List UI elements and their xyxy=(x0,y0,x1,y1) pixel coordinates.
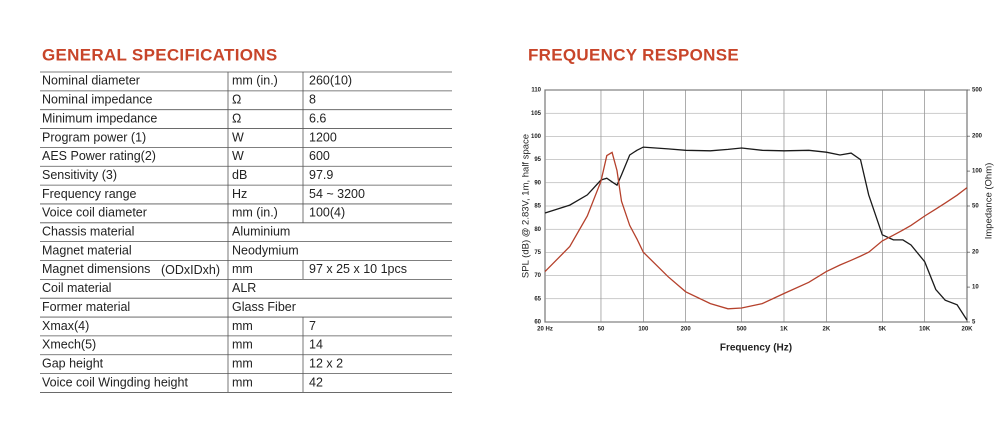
x-tick-label: 500 xyxy=(737,327,748,333)
table-cell: Voice coil diameter xyxy=(42,206,147,220)
x-tick-label: 2K xyxy=(822,327,830,333)
table-cell: 97 x 25 x 10 1pcs xyxy=(309,262,407,276)
table-cell: Nominal impedance xyxy=(42,93,153,107)
table-cell: Glass Fiber xyxy=(232,300,296,314)
table-cell: Magnet material xyxy=(42,243,132,257)
table-cell: Sensitivity (3) xyxy=(42,168,117,182)
y-tick-label: 85 xyxy=(534,204,541,210)
plot: 20 Hz 50 100 200 500 1K 2K 5K 10K 20K 60 65 70 75 80 85… xyxy=(531,88,983,333)
table-cell: W xyxy=(232,130,244,144)
line xyxy=(544,146,968,321)
x-tick-label: 1K xyxy=(780,327,788,333)
y-tick-label: 75 xyxy=(534,250,541,256)
table-cell: Xmax(4) xyxy=(42,319,89,333)
y2-tick-label: 500 xyxy=(972,88,983,94)
table-cell: Aluminium xyxy=(232,225,290,239)
chart-title: FREQUENCY RESPONSE xyxy=(528,45,739,64)
x-tick-label: 100 xyxy=(638,327,649,333)
table-cell: mm xyxy=(232,319,253,333)
table-cell: Chassis material xyxy=(42,225,134,239)
specs-title: GENERAL SPECIFICATIONS xyxy=(42,45,278,64)
table-cell: W xyxy=(232,149,244,163)
table-cell: mm xyxy=(232,338,253,352)
table-cell: 100(4) xyxy=(309,206,345,220)
table-cell: Ω xyxy=(232,111,241,125)
y-tick-label: 65 xyxy=(534,296,541,302)
y2-tick-label: 10 xyxy=(972,285,979,291)
y2-tick-label: 200 xyxy=(972,134,983,140)
x-tick-label: 20K xyxy=(961,327,973,333)
y-tick-label: 60 xyxy=(534,320,541,326)
table-cell: dB xyxy=(232,168,247,182)
y-tick-label: 70 xyxy=(534,273,541,279)
table-cell: 42 xyxy=(309,375,323,389)
y2-tick-label: 20 xyxy=(972,250,979,256)
x-axis-label: Frequency (Hz) xyxy=(720,343,792,354)
table-cell: Program power (1) xyxy=(42,130,146,144)
table-cell: Gap height xyxy=(42,356,104,370)
table-cell: Frequency range xyxy=(42,187,137,201)
table-cell: 260(10) xyxy=(309,74,352,88)
y2-tick-label: 100 xyxy=(972,169,983,175)
table-cell: 14 xyxy=(309,338,323,352)
table-cell: mm (in.) xyxy=(232,206,278,220)
table-cell: Magnet dimensions xyxy=(42,262,150,276)
y-tick-label: 100 xyxy=(531,134,542,140)
table-cell: mm xyxy=(232,262,253,276)
table-cell: Minimum impedance xyxy=(42,111,157,125)
x-tick-label: 200 xyxy=(681,327,692,333)
x-tick-label: 5K xyxy=(878,327,886,333)
x-tick-label: 50 xyxy=(598,327,605,333)
table-note: (ODxIDxh) xyxy=(161,263,220,277)
table-cell: 97.9 xyxy=(309,168,333,182)
x-tick-label: 10K xyxy=(919,327,931,333)
table-cell: 54 ~ 3200 xyxy=(309,187,365,201)
table-cell: AES Power rating(2) xyxy=(42,149,156,163)
table-cell: Coil material xyxy=(42,281,111,295)
table-cell: mm xyxy=(232,356,253,370)
table-cell: Neodymium xyxy=(232,243,299,257)
y-axis-label: SPL (dB) @ 2.83V, 1m, half space xyxy=(521,134,532,278)
table-cell: 7 xyxy=(309,319,316,333)
y-tick-label: 105 xyxy=(531,111,542,117)
table-cell: 600 xyxy=(309,149,330,163)
table-cell: Nominal diameter xyxy=(42,74,140,88)
y2-tick-label: 5 xyxy=(972,320,976,326)
table-cell: mm xyxy=(232,375,253,389)
spec-table: Nominal diameter mm (in.) 260(10) Nominal i… xyxy=(40,71,452,393)
table-cell: 12 x 2 xyxy=(309,356,343,370)
table-cell: ALR xyxy=(232,281,256,295)
y2-axis-label: Impedance (Ohm) xyxy=(984,163,995,240)
table-cell: Voice coil Wingding height xyxy=(42,375,188,389)
y-tick-label: 80 xyxy=(534,227,541,233)
table-cell: Xmech(5) xyxy=(42,338,96,352)
table-cell: 1200 xyxy=(309,130,337,144)
table-cell: Hz xyxy=(232,187,247,201)
x-tick-label: 20 Hz xyxy=(537,327,553,333)
table-cell: 6.6 xyxy=(309,111,326,125)
table-cell: Former material xyxy=(42,300,130,314)
line xyxy=(544,151,968,310)
y2-tick-label: 50 xyxy=(972,204,979,210)
table-cell: Ω xyxy=(232,93,241,107)
y-tick-label: 95 xyxy=(534,157,541,163)
y-tick-label: 90 xyxy=(534,180,541,186)
table-cell: 8 xyxy=(309,93,316,107)
y-tick-label: 110 xyxy=(531,88,541,94)
table-cell: mm (in.) xyxy=(232,74,278,88)
